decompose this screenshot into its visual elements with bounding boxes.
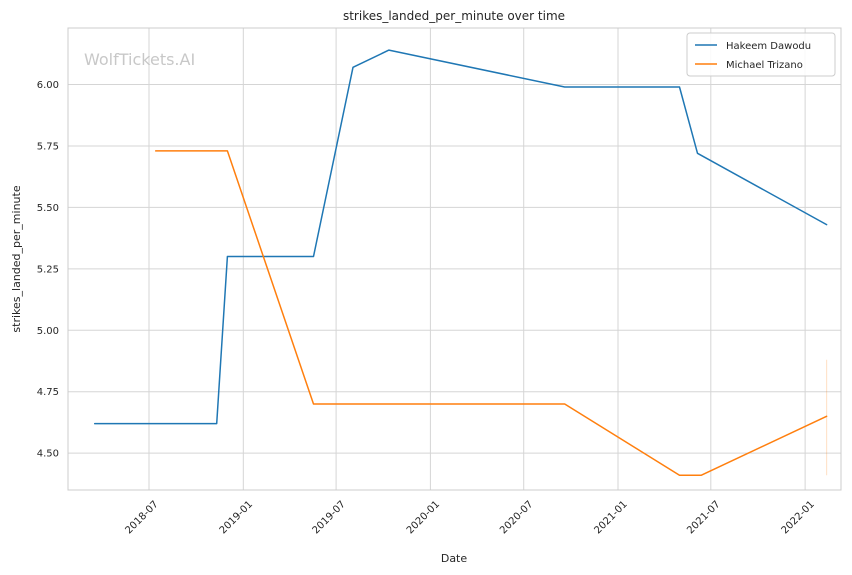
x-axis-ticks: 2018-07 2019-01 2019-07 2020-01 2020-07 2021-… [123, 499, 816, 536]
y-tick-label-5.25: 5.25 [37, 264, 59, 275]
x-tick-label-2020-07: 2020-07 [498, 499, 535, 536]
plot-area-border [67, 27, 842, 491]
x-tick-label-2021-01: 2021-01 [592, 499, 629, 536]
y-tick-label-5.50: 5.50 [37, 203, 59, 214]
x-tick-label-2019-07: 2019-07 [311, 499, 348, 536]
x-tick-label-2021-07: 2021-07 [685, 499, 722, 536]
x-tick-label-2020-01: 2020-01 [405, 499, 442, 536]
x-tick-label-2018-07: 2018-07 [123, 499, 160, 536]
x-axis-label: Date [441, 552, 468, 565]
y-tick-label-6.00: 6.00 [37, 80, 59, 91]
series-lines [93, 49, 828, 477]
legend-label-hakeem-dawodu: Hakeem Dawodu [726, 41, 811, 52]
series-line-hakeem-dawodu [93, 49, 828, 425]
watermark-text: WolfTickets.AI [84, 50, 195, 69]
grid [68, 28, 841, 490]
legend: Hakeem Dawodu Michael Trizano [686, 32, 836, 77]
legend-label-michael-trizano: Michael Trizano [726, 60, 803, 71]
chart-title: strikes_landed_per_minute over time [343, 9, 565, 23]
series-line-michael-trizano [154, 150, 828, 477]
y-axis-ticks: 4.50 4.75 5.00 5.25 5.50 5.75 6.00 [37, 80, 59, 460]
y-tick-label-5.00: 5.00 [37, 326, 59, 337]
legend-box [686, 32, 836, 77]
y-axis-label: strikes_landed_per_minute [10, 185, 23, 332]
y-tick-label-4.50: 4.50 [37, 449, 59, 460]
x-tick-label-2022-01: 2022-01 [780, 499, 817, 536]
y-tick-label-5.75: 5.75 [37, 141, 59, 152]
y-tick-label-4.75: 4.75 [37, 387, 59, 398]
x-tick-label-2019-01: 2019-01 [218, 499, 255, 536]
